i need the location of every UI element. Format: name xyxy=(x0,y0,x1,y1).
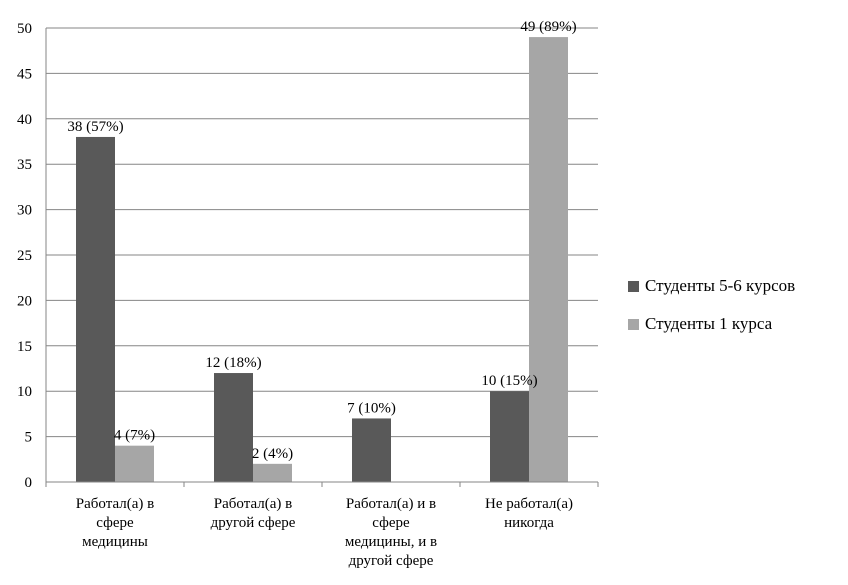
bar-series-1 xyxy=(214,373,253,482)
bar-series-2 xyxy=(253,463,292,482)
data-label: 7 (10%) xyxy=(347,400,396,416)
legend-swatch-series-1 xyxy=(628,280,639,292)
y-tick-label: 35 xyxy=(17,157,32,173)
y-tick-label: 50 xyxy=(17,21,32,37)
bar-series-2 xyxy=(115,445,154,482)
bar-series-1 xyxy=(352,418,391,482)
legend-item-series-2: Студенты 1 курса xyxy=(628,312,795,336)
data-label: 38 (57%) xyxy=(67,119,123,135)
bar-series-1 xyxy=(76,136,115,482)
bar-series-2 xyxy=(529,37,568,483)
gridlines xyxy=(46,27,598,438)
legend-swatch-series-2 xyxy=(628,318,639,330)
y-tick-label: 25 xyxy=(17,248,32,264)
data-label: 4 (7%) xyxy=(114,428,155,444)
y-tick-label: 10 xyxy=(17,384,32,400)
data-label: 12 (18%) xyxy=(205,355,261,371)
legend-label-series-1: Студенты 5-6 курсов xyxy=(645,276,796,295)
y-tick-label: 45 xyxy=(17,66,32,82)
legend: Студенты 5-6 курсов Студенты 1 курса xyxy=(628,274,795,350)
y-tick-label: 15 xyxy=(17,339,32,355)
data-label: 49 (89%) xyxy=(520,19,576,35)
y-tick-label: 20 xyxy=(17,293,32,309)
bars xyxy=(76,37,568,483)
legend-item-series-1: Студенты 5-6 курсов xyxy=(628,274,795,298)
x-category-label: Работал(а) в сфере медицины xyxy=(76,496,154,550)
y-tick-label: 30 xyxy=(17,203,32,219)
data-label: 2 (4%) xyxy=(252,446,293,462)
x-axis: Работал(а) в сфере медицины Работал(а) в дру… xyxy=(45,481,599,569)
x-category-label: Работал(а) в другой сфере xyxy=(211,496,296,531)
data-labels: 38 (57%) 12 (18%) 7 (10%) 10 (15%) 4 (7%) 2 (… xyxy=(67,19,576,462)
x-category-label: Не работал(а) никогда xyxy=(485,496,573,531)
y-tick-label: 0 xyxy=(25,475,33,491)
x-category-label: Работал(а) и в сфере медицины, и в другой с… xyxy=(345,496,437,569)
y-tick-label: 40 xyxy=(17,112,32,128)
data-label: 10 (15%) xyxy=(481,373,537,389)
y-axis: 0 5 10 15 20 25 30 35 40 45 50 xyxy=(17,21,47,491)
y-tick-label: 5 xyxy=(25,430,33,446)
legend-label-series-2: Студенты 1 курса xyxy=(645,314,773,333)
bar-series-1 xyxy=(490,391,529,482)
